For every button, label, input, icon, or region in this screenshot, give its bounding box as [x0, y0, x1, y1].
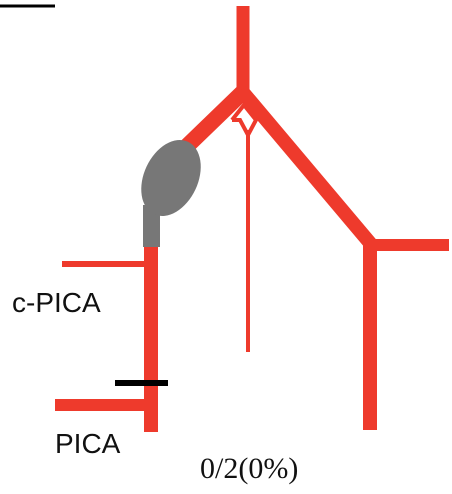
label-pica: PICA [55, 428, 121, 459]
vessels [55, 6, 449, 432]
vessel-right-branch [241, 90, 370, 430]
caption: 0/2(0%) [200, 452, 298, 485]
diagram: c-PICA PICA 0/2(0%) [0, 0, 452, 494]
label-c-pica: c-PICA [12, 287, 101, 318]
